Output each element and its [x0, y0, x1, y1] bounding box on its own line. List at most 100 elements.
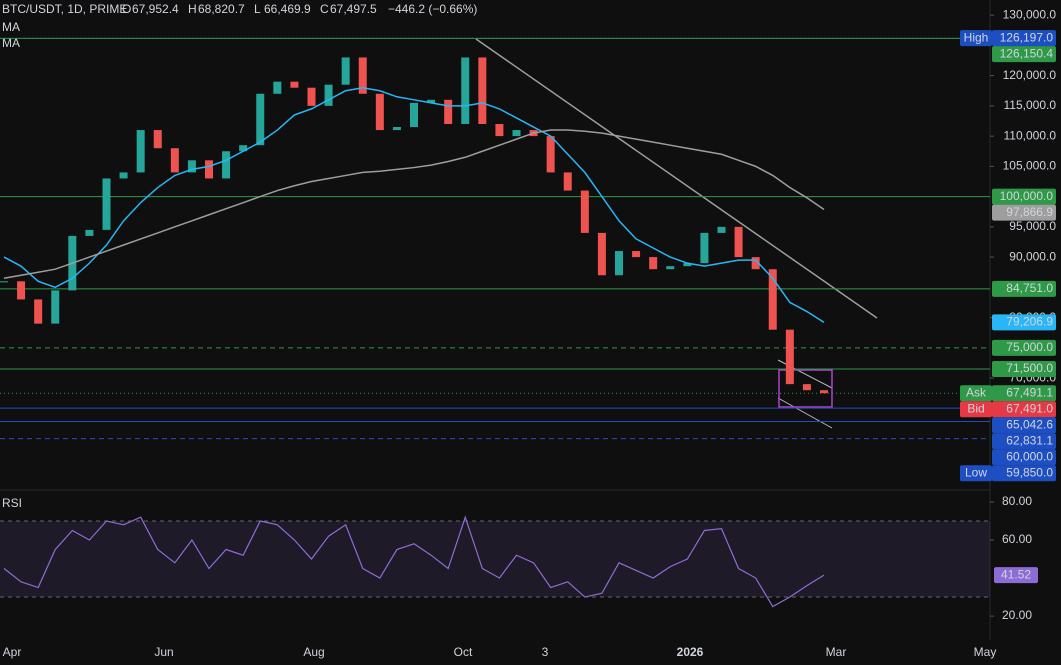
price-tag [992, 280, 1056, 297]
price-tag [992, 46, 1056, 63]
price-tag-label: 71,500.0 [1006, 361, 1053, 375]
price-tag-label: 97,866.9 [1006, 205, 1053, 219]
price-tag [992, 30, 1056, 47]
candle [495, 124, 504, 137]
candle [427, 99, 436, 103]
candle [666, 266, 675, 270]
rsi-tick-label: 80.00 [1002, 494, 1032, 508]
price-tag [992, 385, 1056, 402]
candle [700, 232, 709, 264]
candle [478, 57, 487, 125]
candle [751, 257, 760, 270]
tag-key-label: Low [965, 465, 987, 479]
candle [392, 127, 401, 131]
rsi-tag-label: 41.52 [1001, 567, 1031, 581]
time-label: May [974, 645, 997, 659]
candle [615, 251, 623, 276]
rsi-tag [994, 567, 1038, 584]
candle [802, 384, 811, 391]
y-tick-label: 120,000.0 [1003, 68, 1057, 82]
tag-key-label: Ask [966, 385, 987, 399]
tag-key-label: Bid [967, 401, 984, 415]
candle [597, 232, 606, 276]
symbol: BTC/USDT, 1D, PRIME [2, 2, 127, 16]
candle [273, 81, 282, 94]
ohlc-key: O [122, 2, 131, 16]
price-tag [992, 188, 1056, 205]
price-tag-label: 79,206.9 [1006, 315, 1053, 329]
price-tag-label: 126,197.0 [1000, 30, 1054, 44]
candle [444, 99, 453, 125]
candle [222, 151, 231, 179]
ohlc-value: 67,952.4 [132, 2, 179, 16]
candle [239, 145, 248, 152]
ma-legend: MA [2, 36, 20, 50]
candle [187, 160, 196, 173]
candle [358, 57, 367, 94]
candle [632, 251, 641, 258]
candle [341, 57, 350, 85]
candle [546, 136, 555, 173]
candle [17, 281, 26, 300]
rsi-tick-label: 60.00 [1002, 532, 1032, 546]
range-box [778, 369, 833, 408]
moving-average [3, 86, 825, 324]
header: BTC/USDT, 1D, PRIME MA MA RSI [2, 2, 127, 510]
price-tag [992, 314, 1056, 331]
time-label: Mar [826, 645, 847, 659]
rsi-line [3, 515, 825, 608]
candle [0, 281, 8, 283]
candle [51, 290, 60, 324]
price-tag-label: 65,042.6 [1006, 417, 1053, 431]
price-tag-label: 67,491.1 [1006, 385, 1053, 399]
candle [34, 299, 43, 324]
candle [324, 84, 333, 106]
rsi-tick-label: 20.00 [1002, 608, 1032, 622]
candle [375, 93, 384, 131]
tag-key [960, 30, 992, 47]
candle [717, 226, 726, 233]
ohlc-key: L [254, 2, 261, 16]
price-tag [992, 401, 1056, 418]
price-tag-label: 62,831.1 [1006, 433, 1053, 447]
price-tag-label: 67,491.0 [1006, 401, 1053, 415]
change: −446.2 (−0.66%) [388, 2, 477, 16]
tag-key [960, 385, 992, 402]
candle [734, 226, 743, 258]
price-tag-label: 84,751.0 [1006, 281, 1053, 295]
candle [768, 269, 777, 330]
price-tag [992, 449, 1056, 466]
y-tick-label: 90,000.0 [1009, 249, 1056, 263]
time-label: 2026 [677, 645, 704, 659]
rsi-band [0, 520, 990, 598]
ohlc-key: H [188, 2, 197, 16]
time-label: Oct [454, 645, 473, 659]
tag-key-label: High [964, 30, 989, 44]
price-tag [992, 204, 1056, 221]
candle [410, 102, 418, 128]
time-label: Apr [3, 645, 22, 659]
candle [136, 130, 145, 173]
candle [649, 257, 658, 270]
time-label: Jun [154, 645, 173, 659]
candle [256, 93, 265, 146]
candle [85, 229, 94, 236]
candle [563, 172, 572, 191]
ohlc-value: 67,497.5 [330, 2, 377, 16]
candle [307, 87, 316, 106]
channel-line [777, 397, 833, 429]
candle [205, 160, 213, 179]
candle [683, 263, 692, 267]
y-tick-label: 115,000.0 [1004, 98, 1057, 112]
price-tag-label: 59,850.0 [1006, 465, 1053, 479]
ohlc-value: 68,820.7 [198, 2, 245, 16]
time-label: 3 [542, 645, 549, 659]
candle [785, 329, 794, 385]
ohlc-key: C [320, 2, 329, 16]
price-tag [992, 361, 1056, 378]
price-tag-label: 100,000.0 [1000, 189, 1054, 203]
moving-average [3, 129, 825, 280]
candle [461, 57, 470, 125]
